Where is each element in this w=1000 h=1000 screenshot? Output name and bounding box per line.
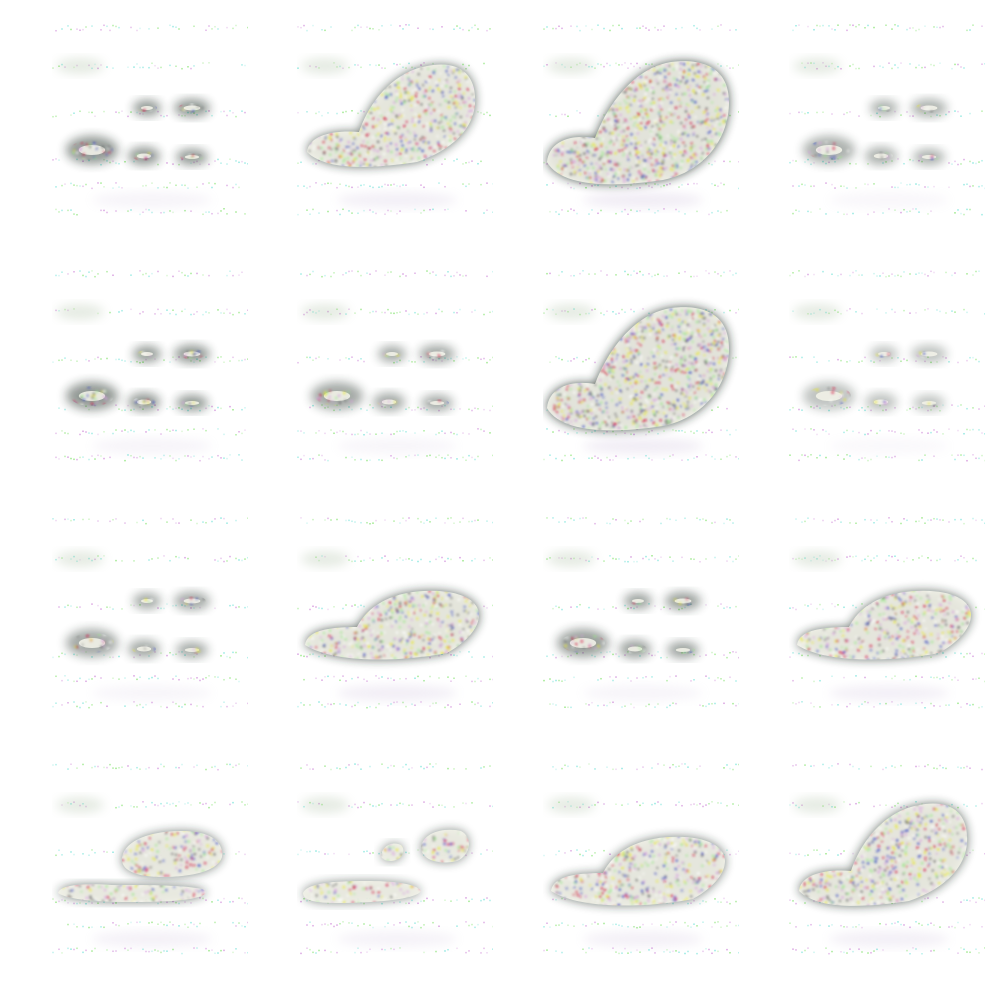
- sample-image-r1-c4: [789, 22, 985, 218]
- sample-image-r4-c2: [297, 761, 493, 957]
- sample-image-r3-c1: [52, 515, 248, 711]
- sample-image-r1-c3: [543, 22, 739, 218]
- sample-image-r3-c2: [297, 515, 493, 711]
- sample-image-r2-c4: [789, 268, 985, 464]
- sample-image-r4-c3: [543, 761, 739, 957]
- sample-image-r2-c2: [297, 268, 493, 464]
- sample-image-r4-c4: [789, 761, 985, 957]
- sample-image-r1-c1: [52, 22, 248, 218]
- sample-image-r1-c2: [297, 22, 493, 218]
- sample-image-r2-c1: [52, 268, 248, 464]
- sample-image-r3-c3: [543, 515, 739, 711]
- sample-image-r3-c4: [789, 515, 985, 711]
- sample-image-r4-c1: [52, 761, 248, 957]
- sample-image-r2-c3: [543, 268, 739, 464]
